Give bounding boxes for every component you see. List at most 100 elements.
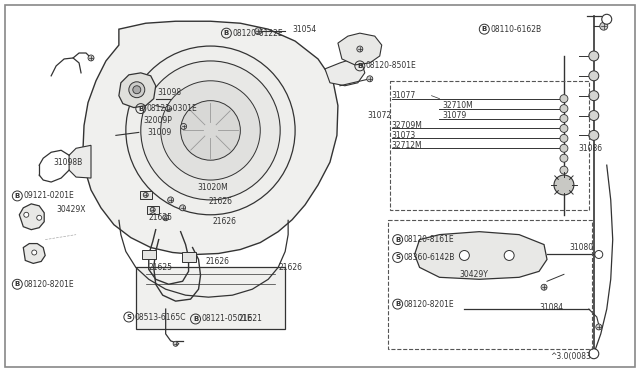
Text: B: B bbox=[357, 63, 362, 69]
Text: 30429Y: 30429Y bbox=[460, 270, 488, 279]
Text: B: B bbox=[15, 281, 20, 287]
Circle shape bbox=[560, 144, 568, 152]
Text: B: B bbox=[224, 30, 229, 36]
Circle shape bbox=[589, 91, 599, 101]
Polygon shape bbox=[136, 267, 285, 329]
Bar bbox=[147, 206, 159, 214]
Circle shape bbox=[129, 82, 145, 98]
Text: 21626: 21626 bbox=[209, 198, 232, 206]
Text: B: B bbox=[193, 316, 198, 322]
Circle shape bbox=[161, 81, 260, 180]
Text: 31086: 31086 bbox=[579, 144, 603, 153]
Text: B: B bbox=[15, 193, 20, 199]
Circle shape bbox=[255, 28, 262, 35]
Text: 31077: 31077 bbox=[392, 91, 416, 100]
Circle shape bbox=[504, 250, 514, 260]
Circle shape bbox=[143, 192, 148, 198]
Circle shape bbox=[163, 215, 169, 221]
Text: 08121-0501E: 08121-0501E bbox=[202, 314, 252, 324]
Circle shape bbox=[36, 215, 42, 220]
Polygon shape bbox=[69, 145, 91, 178]
Text: 08513-6165C: 08513-6165C bbox=[135, 312, 186, 321]
Text: B: B bbox=[395, 301, 400, 307]
Circle shape bbox=[180, 101, 241, 160]
Bar bbox=[388, 220, 592, 349]
Circle shape bbox=[560, 95, 568, 103]
Text: 31098B: 31098B bbox=[53, 158, 83, 167]
Text: 31009: 31009 bbox=[148, 128, 172, 137]
Text: 21626: 21626 bbox=[205, 257, 230, 266]
Circle shape bbox=[560, 134, 568, 142]
Text: 08120-8501E: 08120-8501E bbox=[366, 61, 417, 70]
Circle shape bbox=[133, 86, 141, 94]
Text: 21626: 21626 bbox=[278, 263, 302, 272]
Text: 09121-0201E: 09121-0201E bbox=[23, 192, 74, 201]
Text: B: B bbox=[395, 237, 400, 243]
Text: 30429X: 30429X bbox=[56, 205, 86, 214]
Circle shape bbox=[589, 110, 599, 121]
Circle shape bbox=[168, 197, 173, 203]
Circle shape bbox=[589, 51, 599, 61]
Circle shape bbox=[560, 166, 568, 174]
Text: 31080: 31080 bbox=[569, 243, 593, 252]
Circle shape bbox=[141, 61, 280, 200]
Text: 32710M: 32710M bbox=[442, 101, 473, 110]
Polygon shape bbox=[23, 244, 45, 263]
Text: 31020M: 31020M bbox=[198, 183, 228, 192]
Text: B: B bbox=[138, 106, 143, 112]
Circle shape bbox=[589, 349, 599, 359]
Circle shape bbox=[560, 125, 568, 132]
Polygon shape bbox=[325, 59, 365, 86]
Circle shape bbox=[541, 284, 547, 290]
Circle shape bbox=[560, 154, 568, 162]
Text: 32712M: 32712M bbox=[392, 141, 422, 150]
Circle shape bbox=[560, 105, 568, 113]
Polygon shape bbox=[338, 33, 381, 65]
Text: 32709M: 32709M bbox=[392, 121, 422, 130]
Bar bbox=[142, 250, 156, 259]
Text: 08120-8201E: 08120-8201E bbox=[404, 299, 454, 309]
Bar bbox=[140, 191, 152, 199]
Text: 32009P: 32009P bbox=[144, 116, 173, 125]
Text: ^3.0(0083: ^3.0(0083 bbox=[550, 352, 591, 361]
Text: 21625: 21625 bbox=[148, 263, 173, 272]
Circle shape bbox=[24, 212, 29, 217]
Circle shape bbox=[357, 46, 363, 52]
Text: 31098: 31098 bbox=[157, 88, 182, 97]
Polygon shape bbox=[415, 232, 547, 279]
Circle shape bbox=[166, 106, 172, 112]
Circle shape bbox=[180, 205, 186, 211]
Circle shape bbox=[180, 124, 187, 129]
Circle shape bbox=[560, 115, 568, 122]
Text: 31079: 31079 bbox=[442, 111, 467, 120]
Bar bbox=[182, 253, 196, 262]
Text: 31084: 31084 bbox=[539, 302, 563, 312]
Text: 08360-6142B: 08360-6142B bbox=[404, 253, 455, 262]
Polygon shape bbox=[119, 73, 156, 108]
Circle shape bbox=[32, 250, 36, 255]
Text: 08120-8161E: 08120-8161E bbox=[404, 235, 454, 244]
Circle shape bbox=[589, 71, 599, 81]
Circle shape bbox=[589, 131, 599, 140]
Polygon shape bbox=[83, 21, 338, 254]
Circle shape bbox=[173, 341, 178, 346]
Text: 31054: 31054 bbox=[292, 25, 316, 34]
Circle shape bbox=[460, 250, 469, 260]
Circle shape bbox=[126, 46, 295, 215]
Circle shape bbox=[88, 55, 94, 61]
Text: S: S bbox=[126, 314, 131, 320]
Text: 21625: 21625 bbox=[148, 213, 173, 222]
Text: 21621: 21621 bbox=[238, 314, 262, 324]
Circle shape bbox=[602, 14, 612, 24]
Text: B: B bbox=[482, 26, 487, 32]
Circle shape bbox=[150, 207, 156, 212]
Text: 08110-6162B: 08110-6162B bbox=[490, 25, 541, 34]
Text: 08120-8201E: 08120-8201E bbox=[23, 280, 74, 289]
Circle shape bbox=[595, 250, 603, 259]
Bar bbox=[390, 81, 589, 210]
Circle shape bbox=[554, 175, 574, 195]
Circle shape bbox=[600, 22, 608, 30]
Text: 31073: 31073 bbox=[392, 131, 416, 140]
Text: 08121-0301E: 08121-0301E bbox=[147, 104, 198, 113]
Text: 31072: 31072 bbox=[368, 111, 392, 120]
